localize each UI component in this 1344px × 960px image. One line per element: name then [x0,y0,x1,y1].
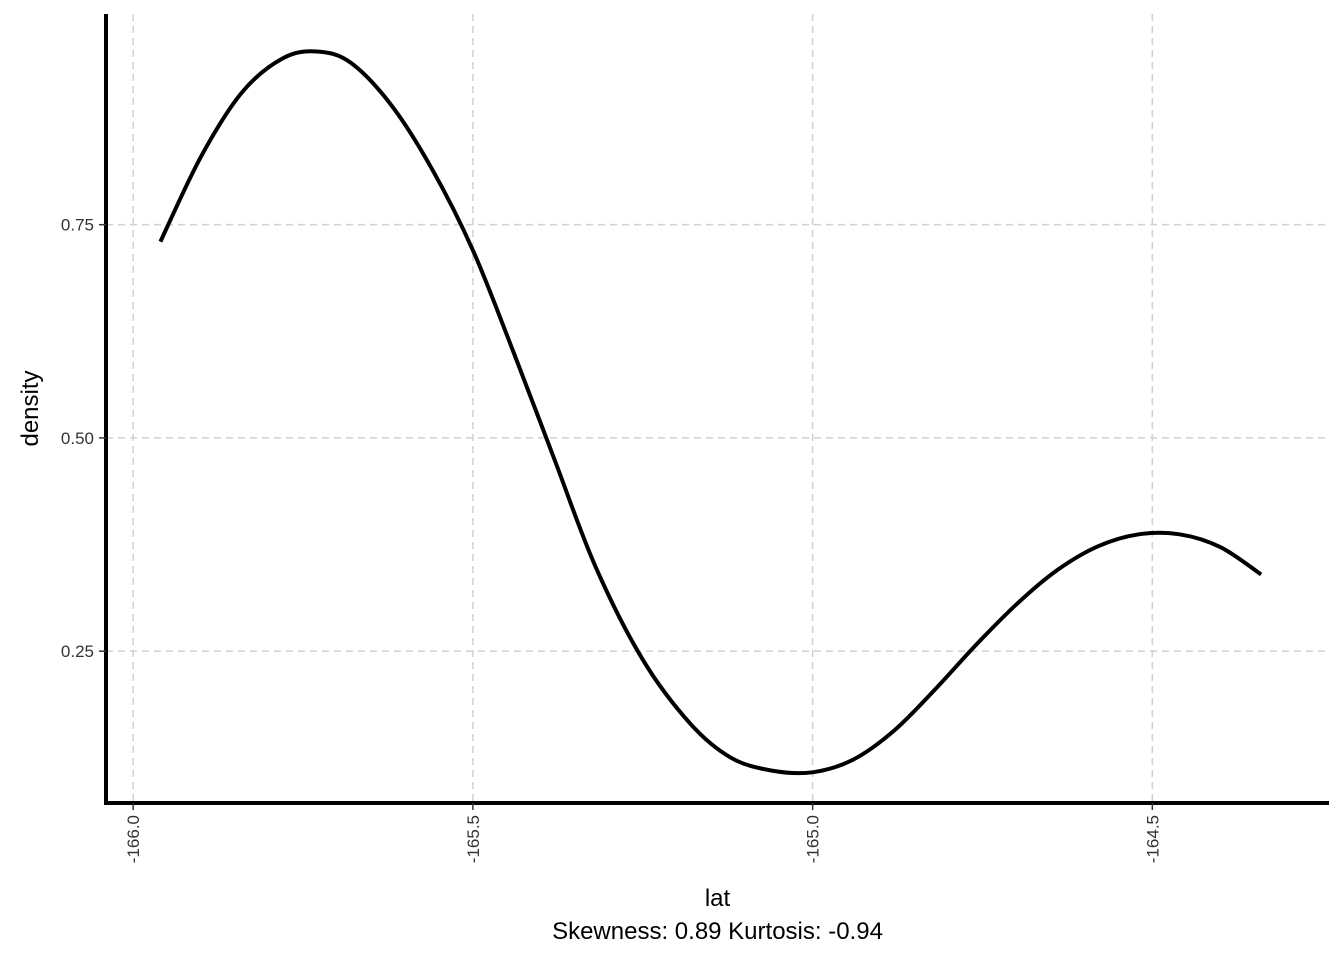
x-tick-label: -165.0 [804,815,823,863]
x-gridlines [132,14,1154,803]
x-tick-label: -165.5 [464,815,483,863]
y-axis-ticks: 0.25 0.50 0.75 [61,216,106,661]
x-axis-title: lat [705,885,731,912]
y-tick-label: 0.75 [61,216,94,235]
y-tick-label: 0.50 [61,429,94,448]
y-axis-title: density [17,370,44,446]
y-tick-label: 0.25 [61,642,94,661]
stats-caption: Skewness: 0.89 Kurtosis: -0.94 [552,918,883,945]
x-tick-label: -164.5 [1143,815,1162,863]
y-gridlines [106,223,1329,652]
x-axis-ticks: -166.0 -165.5 -165.0 -164.5 [124,803,1162,863]
x-tick-label: -166.0 [124,815,143,863]
density-curve [158,49,1263,776]
